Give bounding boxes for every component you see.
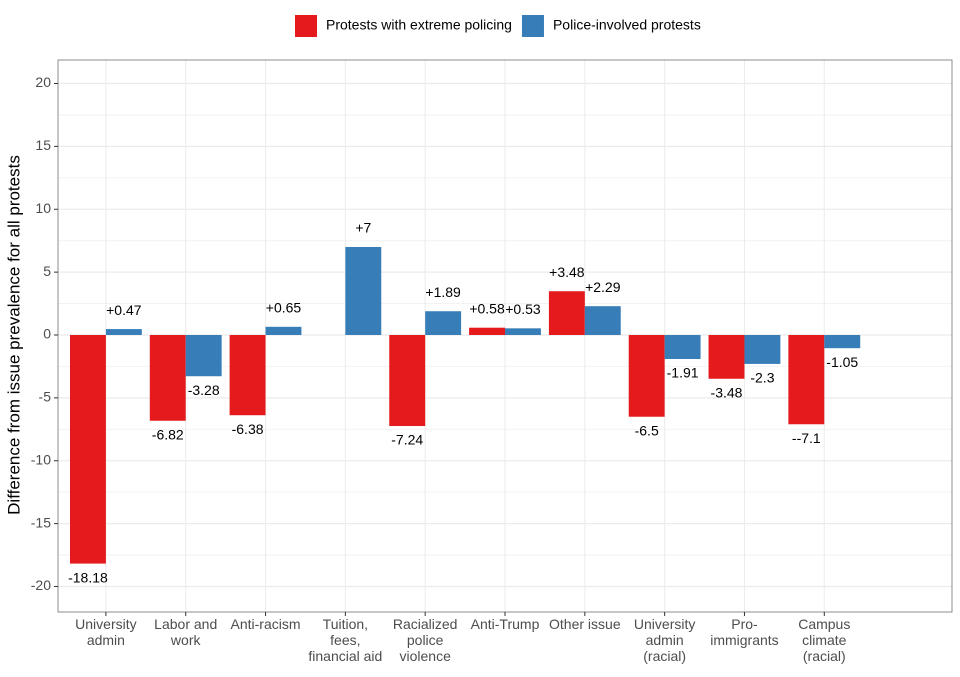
bar [708, 334, 745, 379]
bar [505, 328, 541, 335]
value-label: --7.1 [792, 430, 821, 446]
value-label: -3.48 [711, 384, 743, 400]
x-tick-label: University admin (racial) [634, 616, 695, 664]
legend-swatch [295, 15, 317, 37]
value-label: +0.65 [266, 300, 302, 316]
value-label: +3.48 [549, 264, 585, 280]
x-tick-label: Anti-Trump [471, 616, 540, 632]
value-label: -7.24 [391, 432, 423, 448]
x-tick-label: Tuition, fees, financial aid [308, 616, 382, 664]
value-label: -6.38 [232, 421, 264, 437]
value-label: +0.58 [469, 300, 505, 316]
bars [69, 246, 861, 564]
bar [185, 334, 222, 377]
bar [425, 311, 462, 335]
bar [744, 334, 781, 364]
value-label: -1.91 [667, 365, 699, 381]
x-tick-label: Racialized police violence [393, 616, 458, 664]
x-tick-label: Other issue [549, 616, 621, 632]
y-tick-label: 5 [43, 263, 51, 279]
y-tick-label: 20 [35, 74, 51, 90]
value-label: +0.53 [505, 301, 541, 317]
y-tick-label: -10 [31, 451, 51, 467]
y-tick-label: 15 [35, 137, 51, 153]
value-label: +2.29 [585, 279, 621, 295]
bar [788, 334, 825, 425]
bar [469, 327, 505, 335]
y-tick-label: -15 [31, 514, 51, 530]
y-tick-label: 10 [35, 200, 51, 216]
legend-label: Protests with extreme policing [326, 17, 512, 33]
y-tick-label: -5 [39, 389, 52, 405]
y-axis-title: Difference from issue prevalence for all… [4, 155, 23, 515]
value-label: +7 [355, 220, 371, 236]
legend-label: Police-involved protests [553, 17, 701, 33]
y-tick-label: -20 [31, 577, 51, 593]
bar [548, 291, 585, 335]
bar [69, 334, 106, 564]
value-label: -2.3 [750, 370, 774, 386]
bar [628, 334, 665, 417]
bar [345, 246, 382, 335]
value-label: -3.28 [188, 382, 220, 398]
bar [149, 334, 186, 421]
value-label: +0.47 [106, 302, 142, 318]
bar [105, 329, 142, 335]
bar [824, 334, 861, 349]
y-tick-label: 0 [43, 326, 51, 342]
value-label: -6.82 [152, 426, 184, 442]
value-label: -18.18 [68, 569, 108, 585]
value-label: -6.5 [635, 422, 659, 438]
bar [584, 306, 621, 335]
bar [664, 334, 701, 360]
bar [229, 334, 266, 416]
x-tick-label: Pro-immigrants [710, 616, 778, 648]
legend-swatch [521, 15, 544, 37]
bar [389, 334, 426, 427]
x-tick-label: Campus climate (racial) [798, 616, 850, 664]
bar [265, 326, 302, 335]
x-tick-label: University admin [75, 616, 136, 648]
value-label: +1.89 [425, 284, 461, 300]
x-tick-label: Labor and work [154, 616, 217, 648]
x-tick-label: Anti-racism [231, 616, 301, 632]
value-label: -1.05 [826, 354, 858, 370]
